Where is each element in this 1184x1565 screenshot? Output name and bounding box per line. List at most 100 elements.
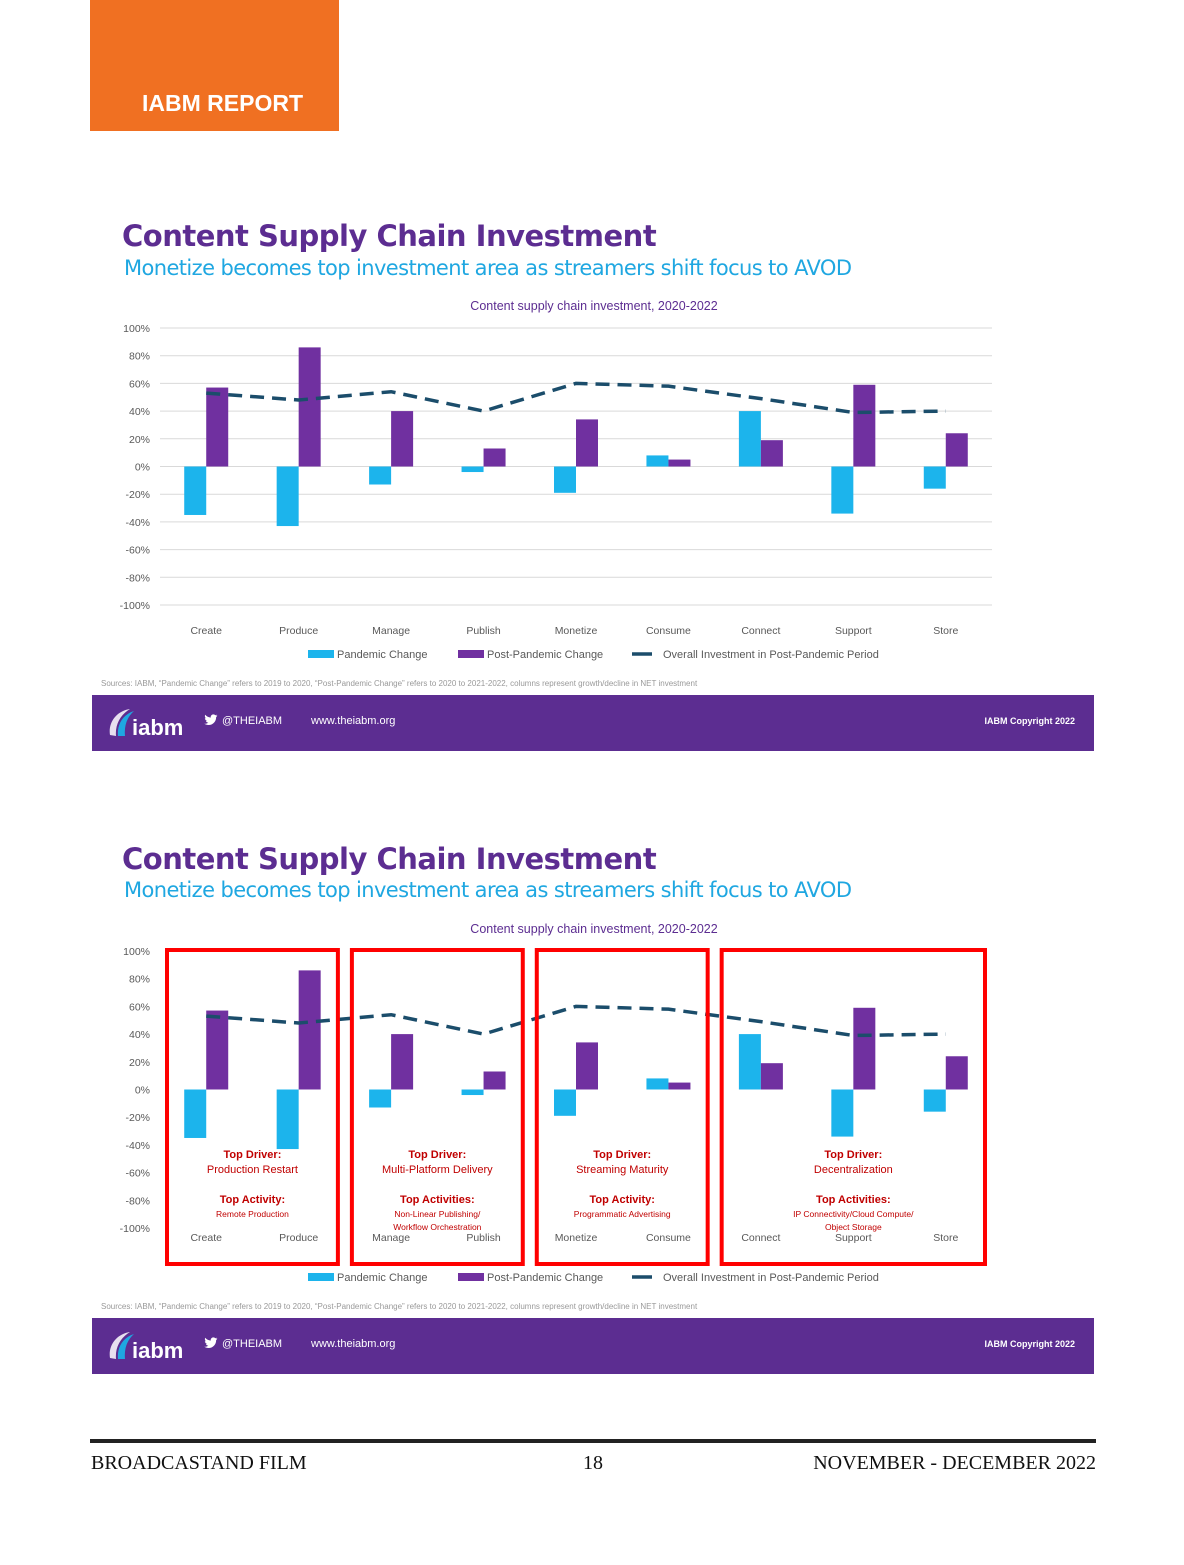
x-tick-label: Connect [741, 625, 780, 637]
y-tick-label: -80% [125, 1195, 150, 1207]
legend-label-overall: Overall Investment in Post-Pandemic Peri… [663, 1272, 879, 1284]
highlight-box [534, 948, 710, 1266]
x-tick-label: Produce [279, 1232, 318, 1244]
line-overall-investment [206, 381, 946, 415]
bar-post-pandemic-change [206, 1010, 229, 1090]
highlight-box [165, 948, 340, 1266]
activity-value: IP Connectivity/Cloud Compute/ [793, 1209, 914, 1219]
activity-value: Workflow Orchestration [393, 1222, 481, 1232]
bar-pandemic-change [554, 1089, 576, 1116]
legend-swatch-pandemic [308, 650, 334, 658]
bar-pandemic-change [276, 466, 299, 527]
bar-pandemic-change [369, 466, 392, 485]
bar-pandemic-change [276, 1089, 299, 1150]
driver-heading: Top Driver: [824, 1149, 882, 1161]
source-note: Sources: IABM, “Pandemic Change” refers … [101, 679, 698, 688]
bar-post-pandemic-change [668, 459, 691, 467]
driver-heading: Top Driver: [408, 1149, 466, 1161]
legend-swatch-post-pandemic [458, 1273, 484, 1281]
svg-text:iabm: iabm [132, 1338, 183, 1363]
activity-heading: Top Activity: [220, 1194, 285, 1206]
publication-name: BROADCASTAND FILM [91, 1452, 307, 1474]
chart-2: Content supply chain investment, 2020-20… [120, 922, 988, 1284]
slide-subtitle: Monetize becomes top investment area as … [124, 878, 852, 902]
bar-pandemic-change [831, 1089, 854, 1137]
website-link[interactable]: www.theiabm.org [311, 1338, 396, 1350]
x-tick-label: Support [835, 1232, 872, 1244]
bar-post-pandemic-change [298, 347, 321, 467]
legend-label-pandemic: Pandemic Change [337, 1272, 428, 1284]
driver-value: Streaming Maturity [576, 1164, 669, 1176]
x-tick-label: Support [835, 625, 872, 637]
bar-post-pandemic-change [576, 1042, 598, 1090]
driver-value: Multi-Platform Delivery [382, 1164, 493, 1176]
activity-value: Object Storage [825, 1222, 882, 1232]
copyright: IABM Copyright 2022 [984, 716, 1075, 726]
source-note: Sources: IABM, “Pandemic Change” refers … [101, 1302, 698, 1311]
activity-heading: Top Activities: [400, 1194, 475, 1206]
y-tick-label: -20% [125, 1112, 150, 1124]
y-tick-label: -20% [125, 489, 150, 501]
issue-date: NOVEMBER - DECEMBER 2022 [813, 1452, 1096, 1474]
legend-label-pandemic: Pandemic Change [337, 649, 428, 661]
y-tick-label: -40% [125, 1140, 150, 1152]
svg-text:iabm: iabm [132, 715, 183, 740]
bar-post-pandemic-change [206, 387, 229, 467]
x-tick-label: Create [190, 625, 222, 637]
y-tick-label: -60% [125, 545, 150, 557]
bar-post-pandemic-change [945, 433, 968, 467]
bar-post-pandemic-change [760, 440, 783, 467]
twitter-handle-text: @THEIABM [222, 715, 283, 727]
y-tick-label: 60% [129, 378, 150, 390]
driver-value: Production Restart [207, 1164, 298, 1176]
legend-swatch-post-pandemic [458, 650, 484, 658]
bar-post-pandemic-change [668, 1082, 691, 1090]
twitter-handle[interactable]: @THEIABM [204, 1337, 282, 1350]
twitter-icon [204, 714, 218, 726]
bar-post-pandemic-change [760, 1063, 783, 1090]
footer-bar: iabm @THEIABM www.theiabm.org IABM Copyr… [92, 1318, 1094, 1374]
y-tick-label: 40% [129, 1029, 150, 1041]
driver-heading: Top Driver: [593, 1149, 651, 1161]
bar-pandemic-change [646, 1078, 669, 1090]
activity-value: Non-Linear Publishing/ [394, 1209, 481, 1219]
driver-value: Decentralization [814, 1164, 893, 1176]
activity-heading: Top Activity: [590, 1194, 655, 1206]
legend-label-post-pandemic: Post-Pandemic Change [487, 1272, 603, 1284]
x-tick-label: Publish [466, 625, 501, 637]
page-footer-rule [90, 1439, 1096, 1443]
x-tick-label: Store [933, 1232, 958, 1244]
highlight-box [719, 948, 988, 1266]
highlight-box [349, 948, 525, 1266]
chart-1: Content supply chain investment, 2020-20… [120, 299, 992, 661]
driver-heading: Top Driver: [224, 1149, 282, 1161]
y-tick-label: 40% [129, 406, 150, 418]
bar-pandemic-change [184, 466, 207, 515]
legend-label-overall: Overall Investment in Post-Pandemic Peri… [663, 649, 879, 661]
x-tick-label: Consume [646, 1232, 691, 1244]
slide-title: Content Supply Chain Investment [122, 842, 657, 876]
twitter-icon [204, 1337, 218, 1349]
slide-subtitle: Monetize becomes top investment area as … [124, 256, 852, 280]
website-link[interactable]: www.theiabm.org [311, 715, 396, 727]
bar-pandemic-change [461, 466, 484, 473]
iabm-logo: iabm [109, 1332, 183, 1363]
slide-2: Content Supply Chain Investment Monetize… [92, 828, 1094, 1374]
x-tick-label: Monetize [555, 625, 598, 637]
twitter-handle[interactable]: @THEIABM [204, 714, 282, 727]
bar-pandemic-change [831, 466, 854, 514]
bar-post-pandemic-change [391, 1034, 414, 1090]
y-tick-label: -40% [125, 517, 150, 529]
bar-post-pandemic-change [298, 970, 321, 1090]
x-tick-label: Connect [741, 1232, 780, 1244]
x-tick-label: Monetize [555, 1232, 598, 1244]
y-tick-label: 80% [129, 351, 150, 363]
page-number: 18 [583, 1452, 603, 1474]
bar-post-pandemic-change [576, 419, 598, 467]
x-tick-label: Create [190, 1232, 222, 1244]
chart-title: Content supply chain investment, 2020-20… [470, 922, 717, 936]
legend-label-post-pandemic: Post-Pandemic Change [487, 649, 603, 661]
chart-title: Content supply chain investment, 2020-20… [470, 299, 717, 313]
y-tick-label: 80% [129, 974, 150, 986]
x-tick-label: Store [933, 625, 958, 637]
